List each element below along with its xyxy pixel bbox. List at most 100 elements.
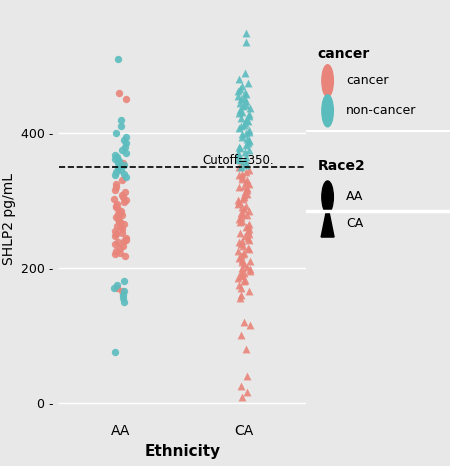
Point (236, 157, 243, 164)
Point (241, 261, 248, 268)
Point (112, 247, 119, 255)
Point (244, 372, 251, 379)
Point (122, 234, 130, 241)
Point (235, 75, 243, 83)
Point (235, 88, 242, 95)
Point (122, 189, 129, 196)
Point (237, 99, 244, 107)
Point (236, 254, 243, 261)
Point (239, 393, 246, 401)
Point (111, 195, 118, 203)
Point (235, 171, 242, 178)
Point (119, 243, 126, 250)
Point (240, 192, 248, 199)
Circle shape (322, 95, 333, 127)
Point (246, 220, 253, 228)
Point (118, 146, 125, 154)
Point (238, 131, 246, 138)
Point (120, 298, 127, 305)
Point (237, 86, 244, 93)
Point (243, 135, 251, 142)
Point (115, 163, 122, 171)
Point (239, 251, 247, 258)
Point (238, 175, 246, 183)
Point (245, 136, 252, 144)
Point (240, 195, 247, 203)
Point (114, 205, 122, 212)
Point (236, 295, 243, 302)
Point (122, 133, 130, 140)
Point (238, 256, 246, 263)
Point (237, 240, 244, 248)
Point (238, 272, 245, 280)
Point (111, 251, 118, 258)
Point (117, 166, 125, 174)
Point (236, 183, 243, 191)
Point (237, 213, 244, 221)
Text: Race2: Race2 (318, 159, 365, 173)
Point (241, 119, 248, 127)
Point (117, 123, 125, 130)
Point (238, 217, 245, 225)
Point (121, 170, 128, 177)
Point (238, 173, 245, 181)
Point (239, 264, 246, 272)
Point (116, 209, 123, 216)
Point (123, 173, 130, 181)
Point (117, 116, 124, 123)
Text: non-cancer: non-cancer (346, 104, 417, 117)
Point (112, 180, 120, 187)
Point (245, 166, 252, 174)
Point (234, 197, 242, 204)
Point (112, 183, 120, 191)
Point (244, 190, 251, 198)
Point (243, 160, 250, 167)
Point (238, 204, 245, 211)
Polygon shape (321, 205, 334, 237)
Point (238, 209, 245, 216)
Point (246, 288, 253, 295)
Point (237, 123, 244, 130)
Point (121, 162, 128, 169)
Point (242, 224, 249, 231)
Point (243, 345, 250, 352)
Point (241, 121, 248, 129)
Point (112, 169, 120, 176)
Point (245, 113, 252, 120)
Point (235, 281, 242, 288)
Point (236, 219, 243, 226)
Point (117, 207, 124, 214)
Point (236, 163, 243, 171)
Point (239, 210, 247, 218)
Point (245, 146, 252, 154)
Point (119, 291, 126, 299)
Point (113, 204, 120, 211)
Point (246, 128, 253, 136)
Point (111, 187, 118, 194)
Text: cancer: cancer (346, 74, 389, 87)
Point (237, 96, 244, 103)
Point (244, 187, 251, 194)
Point (116, 219, 123, 226)
Point (122, 236, 130, 243)
Point (119, 193, 126, 201)
Point (119, 288, 126, 295)
Point (241, 249, 248, 257)
Point (121, 288, 128, 295)
Point (243, 116, 250, 123)
Point (238, 82, 246, 90)
Point (239, 103, 246, 110)
Point (118, 212, 126, 219)
Point (246, 110, 253, 118)
Point (238, 259, 246, 266)
Point (112, 151, 119, 158)
Point (242, 30, 249, 37)
Point (121, 198, 128, 206)
Point (122, 139, 130, 147)
Point (235, 124, 243, 131)
Point (238, 133, 246, 140)
Point (118, 225, 125, 233)
Point (244, 212, 251, 219)
Point (241, 205, 248, 212)
Point (242, 130, 249, 137)
